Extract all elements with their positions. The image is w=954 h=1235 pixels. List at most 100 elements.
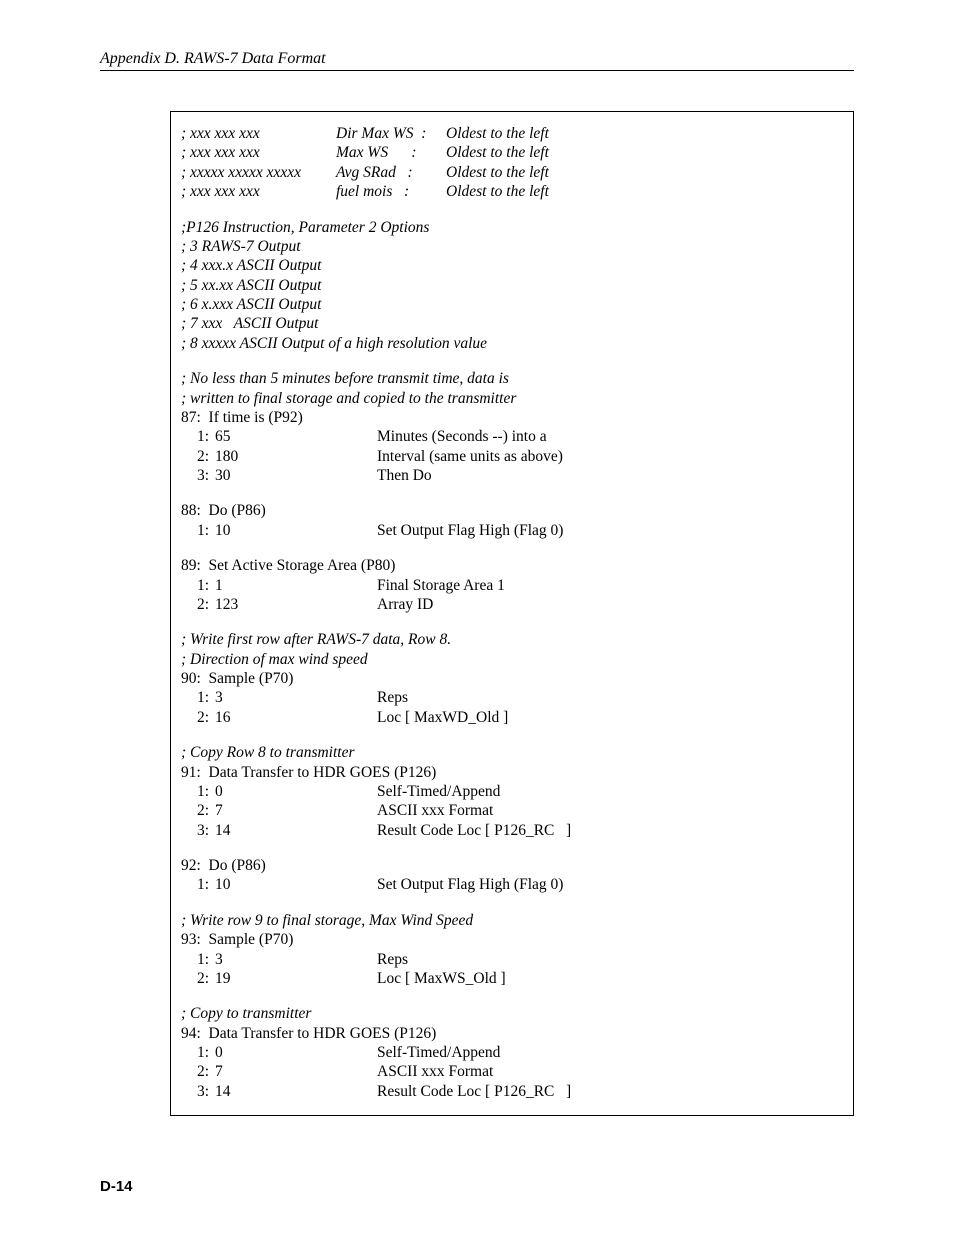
param-desc: Final Storage Area 1: [377, 576, 505, 595]
param-num: 2:: [181, 969, 209, 988]
comment-line: ; Direction of max wind speed: [181, 650, 843, 669]
opts-line: ; 3 RAWS-7 Output: [181, 237, 843, 256]
param-desc: Interval (same units as above): [377, 447, 563, 466]
param-num: 2:: [181, 708, 209, 727]
fmt-label: fuel mois :: [336, 182, 446, 201]
fmt-pattern: ; xxxxx xxxxx xxxxx: [181, 163, 336, 182]
page: Appendix D. RAWS-7 Data Format ; xxx xxx…: [0, 0, 954, 1235]
code-listing: ; xxx xxx xxxDir Max WS :Oldest to the l…: [170, 111, 854, 1116]
opts-line: ; 5 xx.xx ASCII Output: [181, 276, 843, 295]
param-num: 1:: [181, 576, 209, 595]
param-num: 3:: [181, 1082, 209, 1101]
comment-line: ; Write first row after RAWS-7 data, Row…: [181, 630, 843, 649]
param-desc: Minutes (Seconds --) into a: [377, 427, 547, 446]
step-92-head: 92: Do (P86): [181, 856, 843, 875]
param-num: 1:: [181, 875, 209, 894]
param-num: 1:: [181, 521, 209, 540]
opts-line: ; 7 xxx ASCII Output: [181, 314, 843, 333]
param-val: 14: [209, 1082, 257, 1101]
param-desc: ASCII xxx Format: [377, 1062, 493, 1081]
step-91-p3: 3:14Result Code Loc [ P126_RC ]: [181, 821, 843, 840]
param-num: 1:: [181, 1043, 209, 1062]
step-91-p2: 2:7 ASCII xxx Format: [181, 801, 843, 820]
param-num: 2:: [181, 801, 209, 820]
step-90-head: 90: Sample (P70): [181, 669, 843, 688]
param-desc: Loc [ MaxWD_Old ]: [377, 708, 508, 727]
comment-line: ; No less than 5 minutes before transmit…: [181, 369, 843, 388]
param-val: 7: [209, 1062, 257, 1081]
step-88-p1: 1:10 Set Output Flag High (Flag 0): [181, 521, 843, 540]
fmt-label: Max WS :: [336, 143, 446, 162]
fmt-row-3: ; xxxxx xxxxx xxxxxAvg SRad :Oldest to t…: [181, 163, 843, 182]
step-92-p1: 1:10 Set Output Flag High (Flag 0): [181, 875, 843, 894]
fmt-label: Dir Max WS :: [336, 124, 446, 143]
param-desc: Loc [ MaxWS_Old ]: [377, 969, 506, 988]
step-94-p2: 2:7ASCII xxx Format: [181, 1062, 843, 1081]
param-val: 3: [209, 950, 257, 969]
step-87-p1: 1:65 Minutes (Seconds --) into a: [181, 427, 843, 446]
param-num: 2:: [181, 595, 209, 614]
param-val: 3: [209, 688, 257, 707]
step-87-p2: 2:180 Interval (same units as above): [181, 447, 843, 466]
step-90-p2: 2:16 Loc [ MaxWD_Old ]: [181, 708, 843, 727]
comment-line: ; Copy to transmitter: [181, 1004, 843, 1023]
fmt-row-4: ; xxx xxx xxxfuel mois :Oldest to the le…: [181, 182, 843, 201]
fmt-note: Oldest to the left: [446, 144, 549, 161]
step-93-p2: 2:19 Loc [ MaxWS_Old ]: [181, 969, 843, 988]
param-num: 1:: [181, 950, 209, 969]
step-94-p1: 1:0 Self-Timed/Append: [181, 1043, 843, 1062]
opts-line: ; 8 xxxxx ASCII Output of a high resolut…: [181, 334, 843, 353]
step-88-head: 88: Do (P86): [181, 501, 843, 520]
step-90-p1: 1:3Reps: [181, 688, 843, 707]
param-desc: Set Output Flag High (Flag 0): [377, 875, 563, 894]
comment-line: ; Copy Row 8 to transmitter: [181, 743, 843, 762]
param-val: 14: [209, 821, 257, 840]
param-val: 1: [209, 576, 257, 595]
param-val: 10: [209, 521, 257, 540]
opts-line: ; 4 xxx.x ASCII Output: [181, 256, 843, 275]
comment-line: ; Write row 9 to final storage, Max Wind…: [181, 911, 843, 930]
step-87-head: 87: If time is (P92): [181, 408, 843, 427]
param-num: 3:: [181, 821, 209, 840]
page-number: D-14: [100, 1178, 133, 1195]
comment-line: ; written to final storage and copied to…: [181, 389, 843, 408]
param-val: 7: [209, 801, 257, 820]
opts-line: ; 6 x.xxx ASCII Output: [181, 295, 843, 314]
param-desc: Self-Timed/Append: [377, 1043, 500, 1062]
page-header: Appendix D. RAWS-7 Data Format: [100, 50, 854, 71]
fmt-row-2: ; xxx xxx xxxMax WS :Oldest to the left: [181, 143, 843, 162]
fmt-note: Oldest to the left: [446, 164, 549, 181]
param-desc: ASCII xxx Format: [377, 801, 493, 820]
step-94-p3: 3:14 Result Code Loc [ P126_RC ]: [181, 1082, 843, 1101]
step-91-head: 91: Data Transfer to HDR GOES (P126): [181, 763, 843, 782]
fmt-pattern: ; xxx xxx xxx: [181, 143, 336, 162]
param-num: 1:: [181, 688, 209, 707]
param-val: 30: [209, 466, 257, 485]
param-val: 65: [209, 427, 257, 446]
step-89-p1: 1:1 Final Storage Area 1: [181, 576, 843, 595]
param-val: 19: [209, 969, 257, 988]
param-val: 123: [209, 595, 257, 614]
param-val: 0: [209, 782, 257, 801]
param-desc: Array ID: [377, 595, 433, 614]
param-desc: Self-Timed/Append: [377, 782, 500, 801]
param-desc: Reps: [377, 950, 408, 969]
param-val: 16: [209, 708, 257, 727]
param-val: 180: [209, 447, 257, 466]
param-val: 0: [209, 1043, 257, 1062]
fmt-label: Avg SRad :: [336, 163, 446, 182]
step-91-p1: 1:0 Self-Timed/Append: [181, 782, 843, 801]
fmt-row-1: ; xxx xxx xxxDir Max WS :Oldest to the l…: [181, 124, 843, 143]
param-desc: Then Do: [377, 466, 432, 485]
fmt-note: Oldest to the left: [446, 125, 549, 142]
step-89-head: 89: Set Active Storage Area (P80): [181, 556, 843, 575]
step-93-head: 93: Sample (P70): [181, 930, 843, 949]
param-desc: Set Output Flag High (Flag 0): [377, 521, 563, 540]
param-num: 2:: [181, 447, 209, 466]
param-val: 10: [209, 875, 257, 894]
step-87-p3: 3:30Then Do: [181, 466, 843, 485]
param-num: 1:: [181, 782, 209, 801]
param-num: 1:: [181, 427, 209, 446]
fmt-pattern: ; xxx xxx xxx: [181, 182, 336, 201]
param-desc: Result Code Loc [ P126_RC ]: [377, 1082, 571, 1101]
